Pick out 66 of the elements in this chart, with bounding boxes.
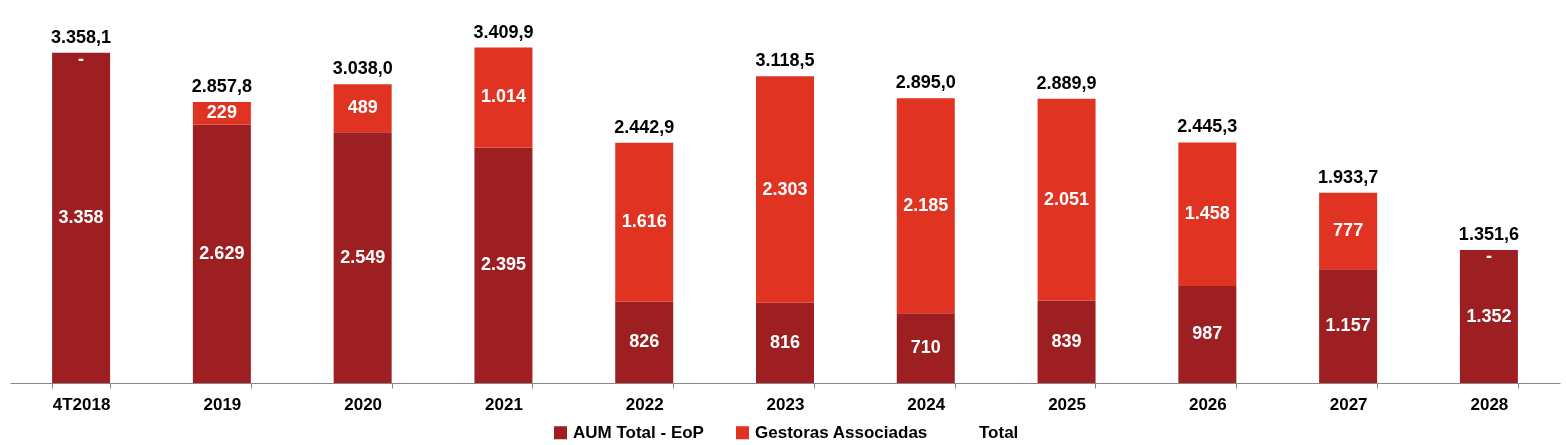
total-label: 1.351,6	[1458, 224, 1519, 245]
x-tick-label: 2025	[1048, 394, 1086, 414]
bar	[192, 124, 251, 383]
data-label: 2.185	[903, 194, 949, 215]
data-label: 1.458	[1184, 203, 1230, 224]
bar	[1459, 250, 1518, 383]
data-label: 2.629	[199, 242, 245, 263]
data-label: 2.549	[340, 246, 386, 267]
bar	[1319, 269, 1378, 383]
data-label: 1.014	[480, 86, 526, 107]
text: Total	[979, 422, 1019, 442]
bar	[333, 132, 392, 383]
total-label: 2.445,3	[1177, 116, 1238, 137]
bar	[896, 98, 955, 314]
bar	[1319, 192, 1378, 270]
bar	[1178, 142, 1237, 286]
bar	[896, 313, 955, 383]
bar	[52, 52, 111, 383]
bar	[474, 147, 533, 383]
bar	[1037, 300, 1096, 383]
data-label: 710	[910, 337, 941, 358]
data-label: 1.157	[1325, 315, 1371, 336]
x-tick-label: 2023	[766, 394, 805, 414]
legend-label: Gestoras Associadas	[755, 422, 928, 442]
data-label: 2.395	[480, 254, 526, 275]
data-label: 229	[206, 102, 237, 123]
x-tick-label: 2024	[907, 394, 946, 414]
x-tick-label: 4T2018	[52, 394, 111, 414]
x-tick-label: 2019	[203, 394, 242, 414]
data-label: -	[1485, 246, 1492, 267]
total-label: 2.442,9	[614, 116, 675, 137]
data-label: 826	[629, 331, 660, 352]
total-label: 2.889,9	[1036, 72, 1097, 93]
data-label: 2.303	[762, 178, 808, 199]
data-label: 816	[769, 331, 801, 352]
data-label: 987	[1192, 323, 1223, 344]
x-tick-label: 2022	[625, 394, 664, 414]
data-label: 2.051	[1044, 188, 1090, 209]
data-label: 1.616	[621, 211, 667, 232]
bar	[1178, 285, 1237, 383]
bar	[756, 76, 814, 303]
total-label: 3.118,5	[755, 50, 815, 71]
total-label: 3.038,0	[332, 58, 393, 79]
x-tick-label: 2021	[485, 394, 523, 414]
total-label: 2.895,0	[895, 72, 956, 93]
bar	[1037, 98, 1096, 301]
x-tick-label: 2027	[1329, 394, 1368, 414]
bar	[474, 47, 533, 148]
total-label: 1.933,7	[1318, 166, 1379, 187]
total-label: 3.358,1	[51, 26, 112, 47]
data-label: 839	[1051, 330, 1082, 351]
data-label: 489	[347, 97, 378, 118]
total-label: 2.857,8	[191, 75, 252, 96]
data-label: 777	[1333, 220, 1364, 241]
x-tick-label: 2028	[1470, 394, 1509, 414]
bar	[615, 142, 674, 302]
data-label: 3.358	[58, 206, 104, 227]
legend-label: AUM Total - EoP	[573, 422, 704, 442]
data-label: 1.352	[1466, 305, 1512, 326]
bar	[333, 84, 392, 133]
total-label: 3.409,9	[473, 21, 534, 42]
x-tick-label: 2026	[1188, 394, 1227, 414]
x-tick-label: 2020	[344, 394, 383, 414]
data-label: -	[78, 48, 85, 69]
bar	[615, 301, 674, 383]
bar	[756, 302, 814, 383]
